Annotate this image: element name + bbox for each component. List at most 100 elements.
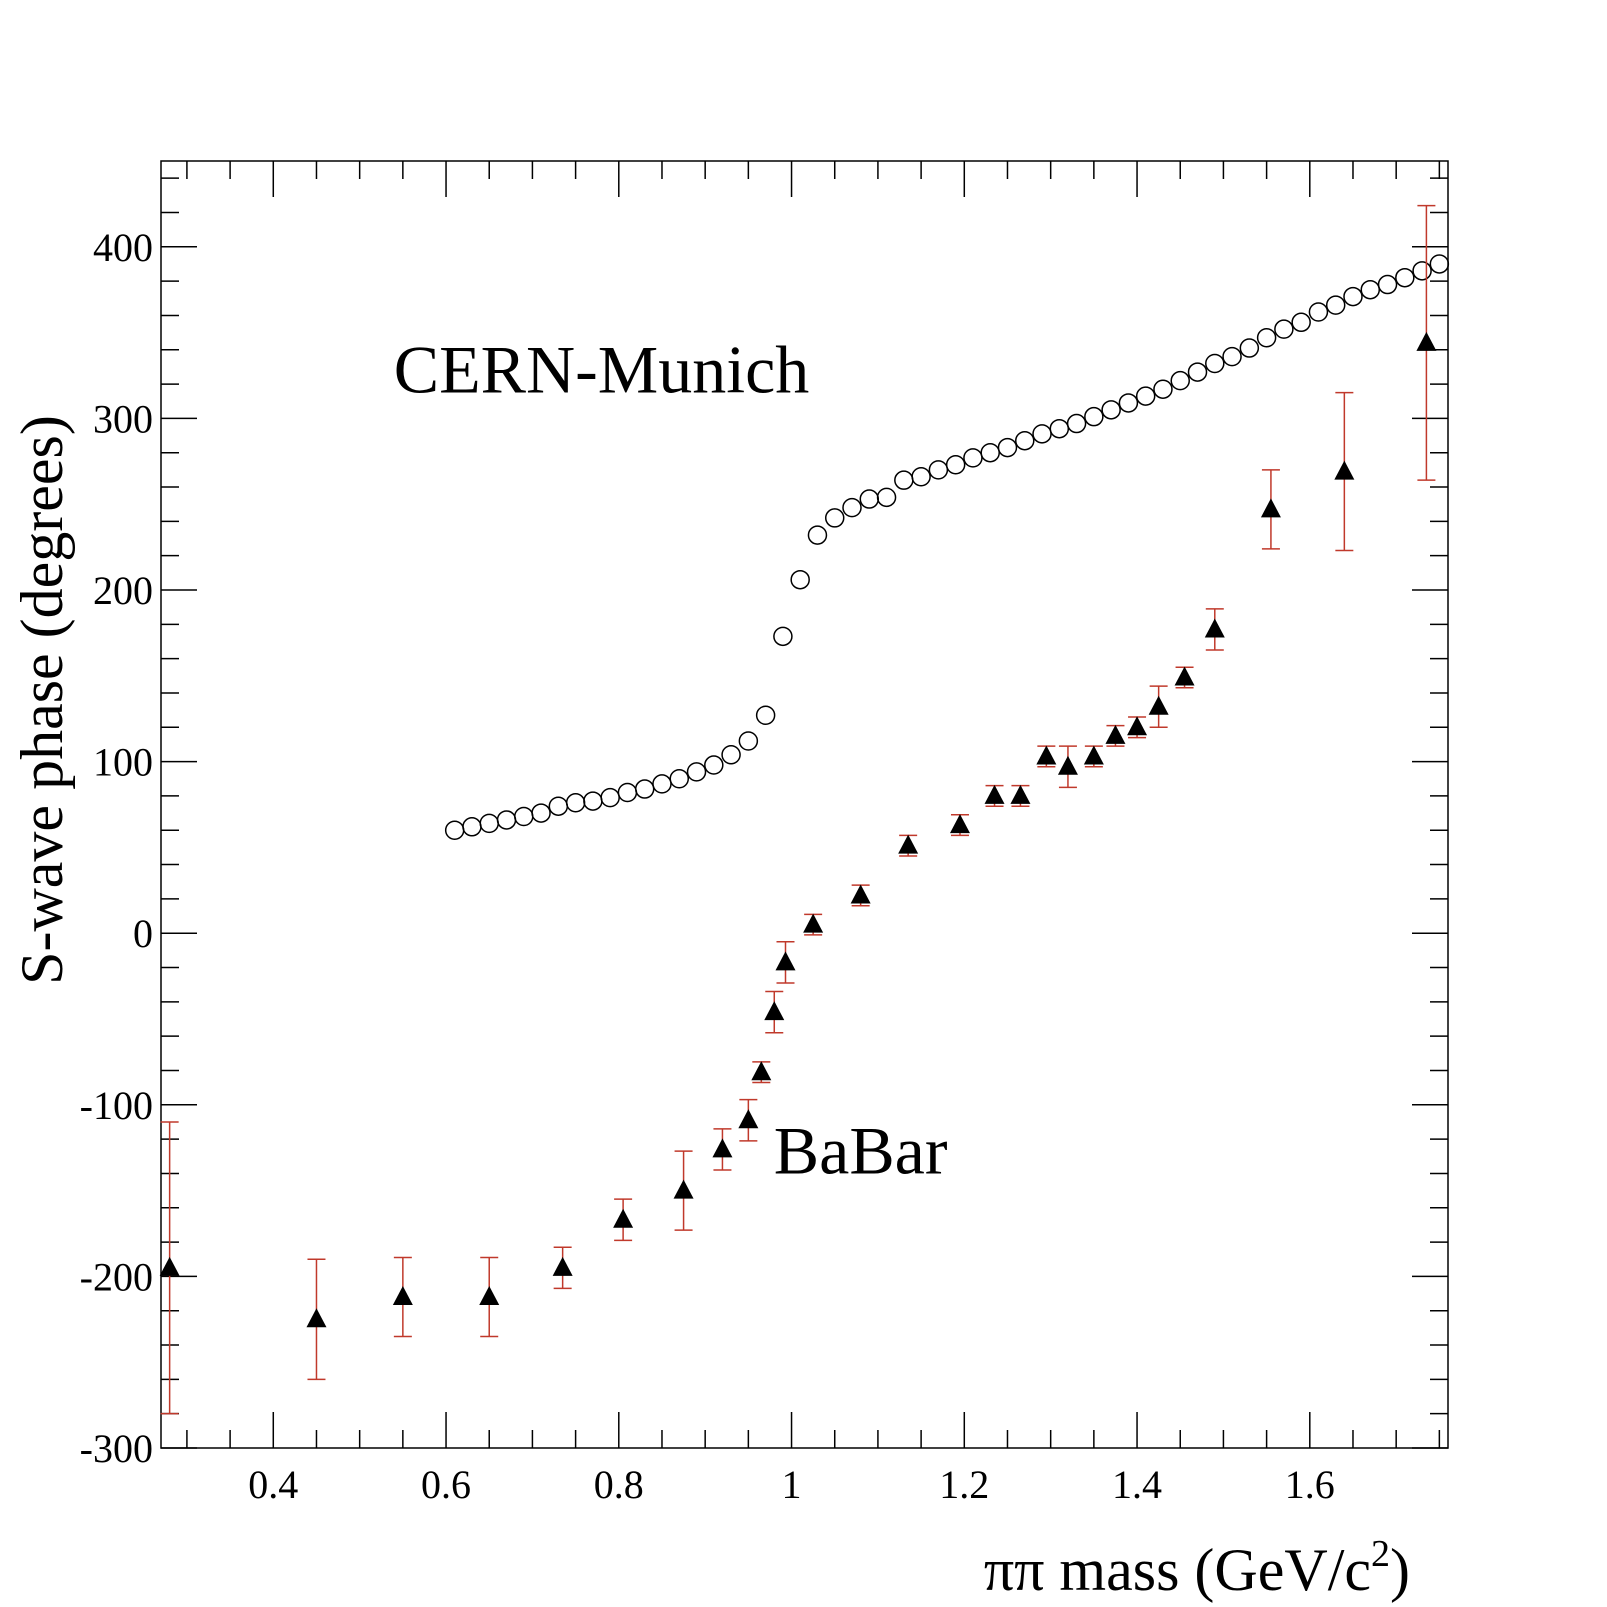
cern-munich-point [876, 487, 897, 508]
cern-munich-point [1066, 413, 1087, 434]
y-tick-label: -200 [80, 1254, 153, 1299]
y-axis-title: S-wave phase (degrees) [9, 415, 75, 985]
cern-munich-point [444, 820, 465, 840]
cern-munich-point [911, 466, 931, 487]
babar-point [673, 1179, 694, 1199]
babar-point [1083, 745, 1104, 765]
cern-munich-point [1360, 279, 1381, 300]
babar-point [1105, 724, 1126, 744]
babar-point [552, 1256, 573, 1276]
babar-series [159, 204, 1437, 1415]
babar-point [1036, 745, 1057, 765]
babar-point [1010, 784, 1031, 804]
babar-point [1334, 460, 1355, 480]
cern-munich-point [1395, 267, 1415, 288]
x-tick-labels: 0.4 0.6 0.8 1 1.2 1.4 1.6 [248, 1462, 1335, 1507]
babar-point [159, 1256, 180, 1276]
y-tick-label: 100 [93, 740, 153, 785]
cern-munich-point [773, 626, 793, 647]
cern-munich-point [1084, 406, 1104, 427]
babar-point [1260, 498, 1281, 518]
cern-munich-point [1032, 424, 1052, 444]
cern-munich-series [444, 254, 1450, 840]
cern-munich-label: CERN-Munich [394, 332, 810, 408]
cern-munich-point [824, 508, 845, 528]
babar-point [898, 834, 919, 854]
babar-point [984, 784, 1005, 804]
cern-munich-point [1377, 274, 1398, 295]
babar-point [392, 1285, 413, 1305]
babar-point [479, 1285, 500, 1305]
cern-munich-point [980, 442, 1000, 463]
cern-munich-point [548, 796, 569, 816]
babar-point [738, 1109, 759, 1129]
babar-point [1127, 716, 1148, 736]
x-tick-label: 1.4 [1112, 1462, 1162, 1507]
x-tick-label: 1.2 [939, 1462, 989, 1507]
x-tick-label: 0.8 [594, 1462, 644, 1507]
cern-munich-point [496, 810, 517, 830]
cern-munich-point [704, 755, 724, 775]
cern-munich-point [1101, 400, 1121, 420]
cern-munich-point [807, 525, 828, 545]
cern-munich-point [479, 813, 499, 834]
cern-munich-point [1239, 338, 1260, 358]
plot-frame [160, 160, 1449, 1449]
babar-point [712, 1138, 733, 1158]
cern-munich-point [1153, 379, 1173, 399]
cern-munich-point [842, 497, 862, 518]
babar-point [775, 951, 796, 971]
y-tick-label: 0 [133, 911, 153, 956]
cern-munich-point [1118, 393, 1139, 413]
cern-munich-point [1429, 254, 1450, 274]
cern-munich-point [669, 769, 690, 789]
cern-munich-point [1170, 370, 1190, 391]
cern-munich-point [1291, 312, 1311, 333]
babar-point [850, 884, 871, 904]
cern-munich-point [1343, 286, 1363, 307]
x-tick-label: 0.6 [421, 1462, 471, 1507]
cern-munich-point [1015, 430, 1035, 451]
cern-munich-point [1412, 261, 1432, 281]
cern-munich-point [1049, 418, 1070, 439]
cern-munich-point [1222, 346, 1242, 367]
cern-munich-point [1274, 319, 1294, 339]
cern-munich-point [997, 437, 1018, 458]
cern-munich-point [1187, 362, 1208, 382]
x-axis-title: ππ mass (GeV/c2) [984, 1533, 1410, 1603]
cern-munich-point [945, 454, 966, 475]
cern-munich-point [462, 817, 482, 837]
cern-munich-point [652, 774, 672, 794]
cern-munich-point [617, 782, 638, 803]
cern-munich-point [514, 806, 534, 827]
cern-munich-point [531, 803, 551, 823]
cern-munich-point [894, 470, 914, 490]
y-tick-label: 300 [93, 396, 153, 441]
y-tick-label: 400 [93, 225, 153, 270]
babar-point [803, 913, 824, 933]
cern-munich-point [583, 791, 603, 811]
babar-point [306, 1308, 327, 1328]
babar-point [1174, 666, 1195, 686]
cern-munich-point [634, 779, 655, 799]
x-tick-label: 1 [782, 1462, 802, 1507]
babar-point [1148, 695, 1169, 715]
babar-point [1416, 331, 1437, 351]
x-tick-label: 1.6 [1285, 1462, 1335, 1507]
babar-point [949, 814, 970, 834]
x-tick-label: 0.4 [248, 1462, 298, 1507]
babar-point [1057, 755, 1078, 775]
cern-munich-point [565, 793, 586, 813]
cern-munich-point [1308, 302, 1329, 322]
x-axis-title-superscript: 2 [1371, 1533, 1390, 1575]
cern-munich-point [1135, 386, 1156, 406]
cern-munich-point [928, 460, 949, 480]
babar-label: BaBar [774, 1112, 948, 1188]
x-axis-title-close: ) [1390, 1537, 1410, 1603]
y-tick-label: -100 [80, 1083, 153, 1128]
y-tick-label: -300 [80, 1426, 153, 1471]
y-tick-labels: -300 -200 -100 0 100 200 300 400 [80, 225, 153, 1471]
babar-point [1204, 618, 1225, 638]
cern-munich-point [738, 731, 759, 751]
